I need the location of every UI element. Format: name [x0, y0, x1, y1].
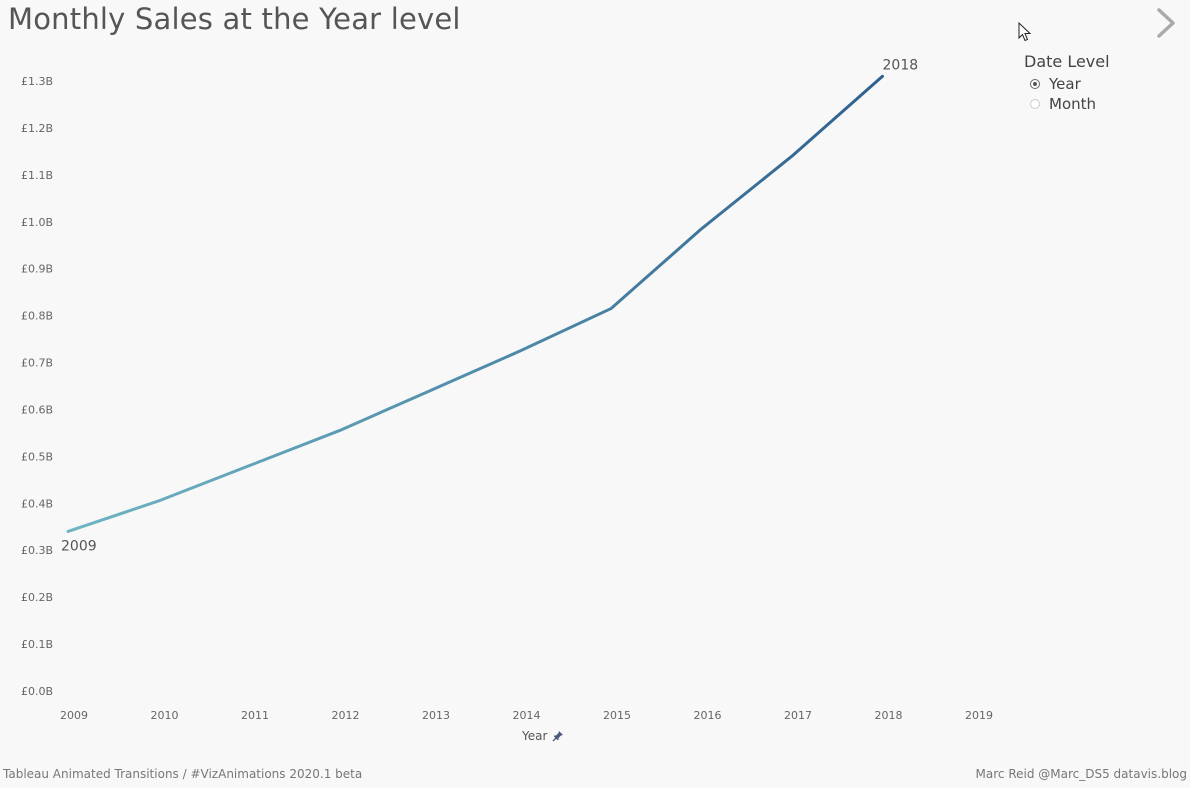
x-tick-label: 2009 — [60, 709, 88, 722]
data-point[interactable] — [607, 305, 615, 313]
x-tick-label: 2017 — [784, 709, 812, 722]
data-point[interactable] — [245, 462, 253, 470]
y-tick-label: £0.4B — [21, 497, 53, 510]
footer-credit-right: Marc Reid @Marc_DS5 datavis.blog — [976, 767, 1187, 781]
series-layer — [64, 72, 887, 535]
pin-icon[interactable] — [552, 730, 564, 742]
y-tick-label: £0.7B — [21, 357, 53, 370]
y-tick-label: £1.0B — [21, 216, 53, 229]
x-axis-ticks: 2009 2010 2011 2012 2013 2014 2015 2016 2017 2018… — [60, 709, 993, 722]
y-tick-label: £1.1B — [21, 169, 53, 182]
y-tick-label: £0.5B — [21, 450, 53, 463]
y-axis-ticks: £0.0B £0.1B £0.2B £0.3B £0.4B £0.5B £0.6B £0.7B… — [21, 75, 53, 698]
line-end-label: 2018 — [883, 57, 919, 73]
x-tick-label: 2015 — [603, 709, 631, 722]
line-end-label: 2009 — [61, 538, 97, 554]
data-point[interactable] — [64, 527, 72, 535]
y-tick-label: £1.3B — [21, 75, 53, 88]
y-tick-label: £0.9B — [21, 263, 53, 276]
footer-credit-left: Tableau Animated Transitions / #VizAnima… — [3, 767, 362, 781]
data-point[interactable] — [336, 427, 344, 435]
data-point[interactable] — [698, 225, 706, 233]
data-point[interactable] — [879, 72, 887, 80]
x-tick-label: 2012 — [332, 709, 360, 722]
y-tick-label: £0.8B — [21, 310, 53, 323]
data-point[interactable] — [517, 347, 525, 355]
x-tick-label: 2014 — [513, 709, 541, 722]
y-tick-label: £1.2B — [21, 122, 53, 135]
y-tick-label: £0.0B — [21, 685, 53, 698]
x-tick-label: 2010 — [151, 709, 179, 722]
x-tick-label: 2019 — [965, 709, 993, 722]
annotation-layer: 2009 2018 — [61, 57, 918, 554]
data-point[interactable] — [155, 497, 163, 505]
sales-line[interactable] — [68, 76, 883, 531]
x-tick-label: 2013 — [422, 709, 450, 722]
data-point[interactable] — [426, 387, 434, 395]
y-tick-label: £0.2B — [21, 591, 53, 604]
y-tick-label: £0.1B — [21, 638, 53, 651]
x-tick-label: 2011 — [241, 709, 269, 722]
x-axis-title-group: Year — [522, 729, 564, 743]
x-tick-label: 2016 — [694, 709, 722, 722]
y-tick-label: £0.6B — [21, 403, 53, 416]
x-tick-label: 2018 — [875, 709, 903, 722]
x-axis-label: Year — [522, 729, 547, 743]
y-tick-label: £0.3B — [21, 544, 53, 557]
data-point[interactable] — [788, 152, 796, 160]
